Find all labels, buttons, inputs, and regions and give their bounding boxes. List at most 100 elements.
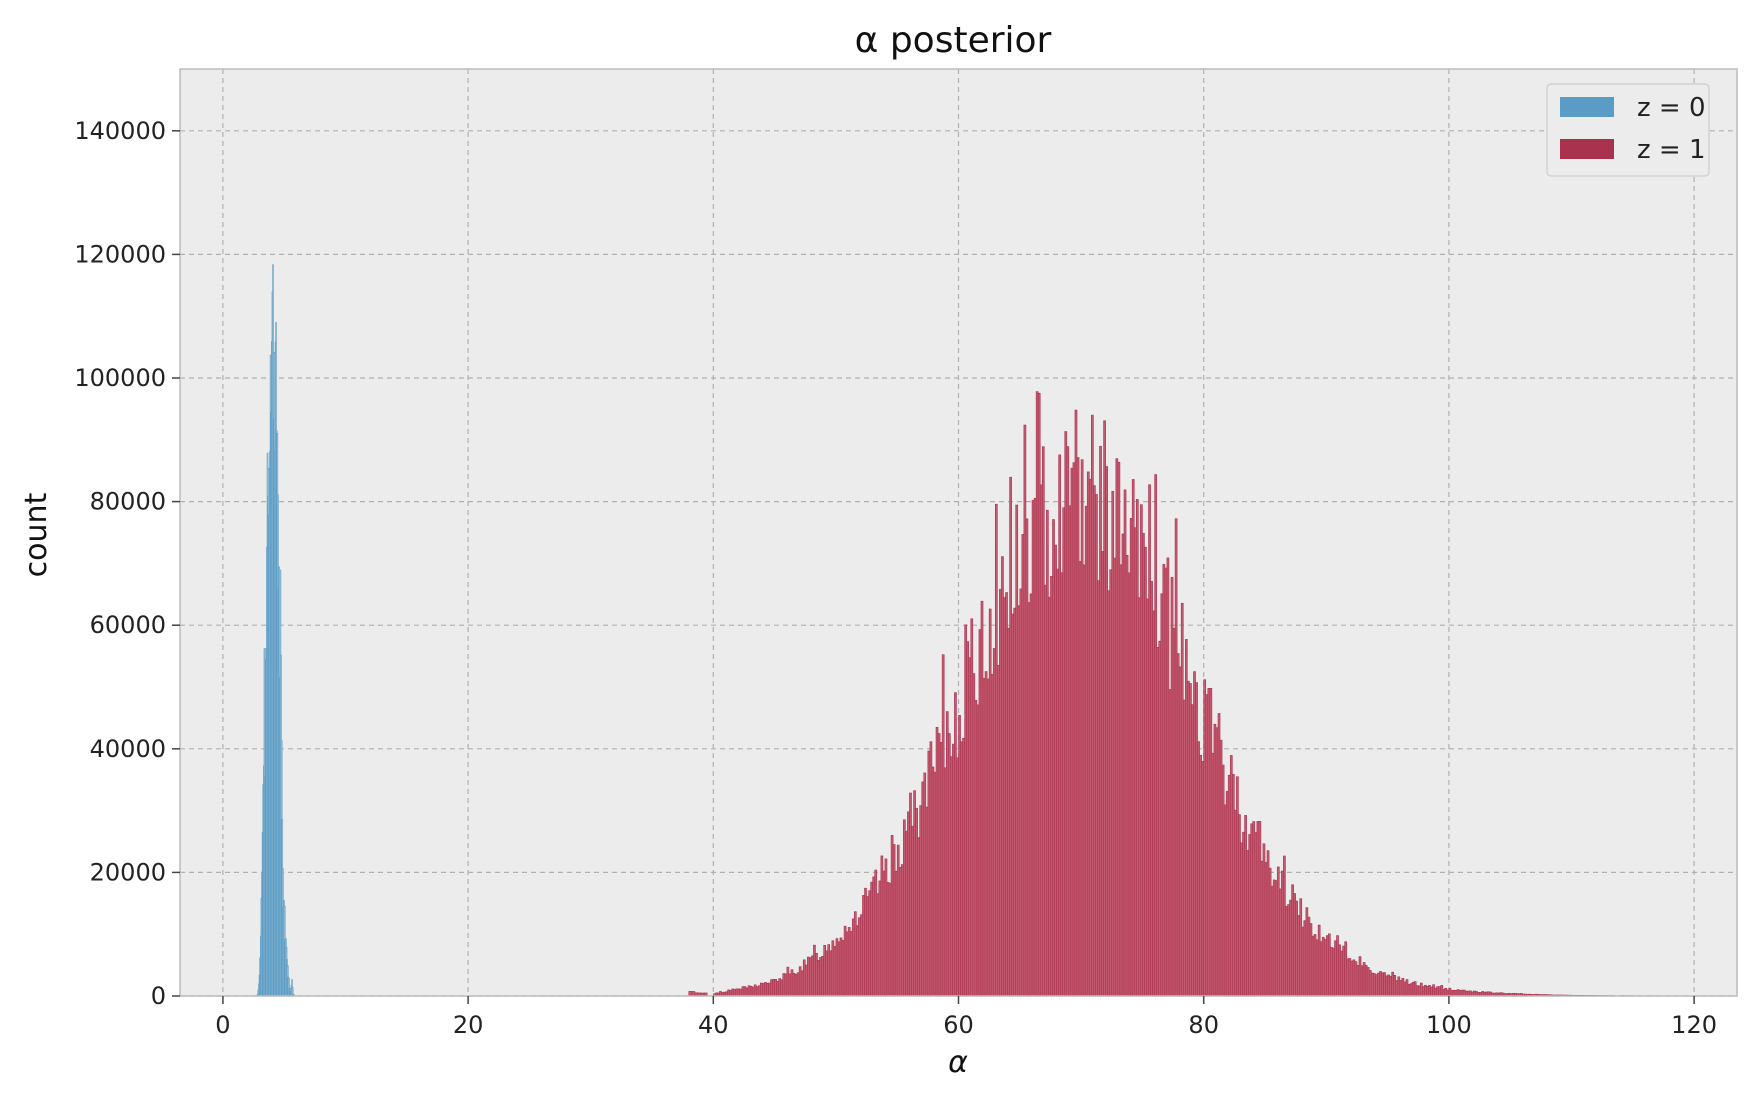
histogram-bar bbox=[845, 931, 849, 997]
histogram-bar bbox=[939, 742, 943, 997]
histogram-bar bbox=[1295, 900, 1298, 997]
histogram-bar bbox=[1236, 776, 1239, 997]
histogram-bar bbox=[986, 678, 990, 997]
histogram-bar bbox=[941, 654, 945, 997]
y-tick-label: 140000 bbox=[74, 117, 166, 145]
histogram-bar bbox=[813, 944, 816, 997]
histogram-bar bbox=[1287, 904, 1290, 997]
histogram-bar bbox=[860, 914, 863, 997]
histogram-bar bbox=[1340, 950, 1343, 997]
y-tick-label: 100000 bbox=[74, 364, 166, 392]
histogram-bar bbox=[1217, 713, 1221, 997]
histogram-bar bbox=[1113, 557, 1117, 997]
histogram-bar bbox=[1133, 527, 1137, 997]
histogram-bar bbox=[1111, 490, 1115, 997]
histogram-bar bbox=[870, 881, 873, 997]
histogram-bar bbox=[1015, 504, 1019, 997]
histogram-bar bbox=[905, 830, 908, 997]
legend-swatch-z0 bbox=[1560, 97, 1614, 117]
histogram-bar bbox=[1140, 504, 1143, 997]
histogram-bar bbox=[1405, 979, 1409, 997]
histogram-bar bbox=[990, 673, 994, 997]
histogram-bar bbox=[1211, 752, 1215, 997]
histogram-bar bbox=[947, 733, 951, 997]
histogram-bar bbox=[886, 882, 890, 997]
histogram-bar bbox=[972, 673, 976, 997]
histogram-bar bbox=[1454, 989, 1458, 997]
histogram-bar bbox=[1444, 987, 1448, 997]
histogram-bar bbox=[1105, 466, 1108, 997]
histogram-bar bbox=[966, 641, 970, 997]
histogram-bar bbox=[1317, 924, 1321, 997]
histogram-bar bbox=[753, 984, 757, 997]
histogram-bar bbox=[1274, 880, 1278, 997]
y-tick-label: 60000 bbox=[90, 611, 166, 639]
histogram-bar bbox=[1364, 965, 1368, 997]
histogram-bar bbox=[764, 982, 767, 997]
histogram-bar bbox=[1033, 497, 1037, 997]
histogram-bar bbox=[1135, 499, 1139, 997]
histogram-bar bbox=[827, 944, 831, 997]
histogram-bar bbox=[1068, 505, 1072, 997]
histogram-bar bbox=[1121, 533, 1125, 997]
histogram-bar bbox=[729, 990, 732, 997]
histogram-bar bbox=[929, 741, 933, 997]
histogram-bar bbox=[1099, 445, 1102, 997]
histogram-bar bbox=[909, 792, 912, 997]
histogram-bar bbox=[1456, 989, 1460, 997]
histogram-bar bbox=[1019, 588, 1023, 997]
histogram-bar bbox=[1422, 986, 1425, 997]
histogram-bar bbox=[1005, 592, 1008, 997]
histogram-bar bbox=[1328, 933, 1331, 997]
histogram-bar bbox=[1262, 843, 1266, 997]
histogram-bar bbox=[790, 969, 794, 997]
histogram-bar bbox=[847, 927, 851, 997]
histogram-bar bbox=[1334, 940, 1337, 997]
legend-label-z0: z = 0 bbox=[1637, 93, 1706, 123]
histogram-bar bbox=[1101, 551, 1104, 997]
histogram-bar bbox=[1321, 936, 1325, 997]
histogram-bar bbox=[1313, 934, 1317, 997]
histogram-bar bbox=[925, 806, 929, 997]
histogram-bar bbox=[1158, 640, 1162, 997]
histogram-bar bbox=[1342, 945, 1345, 997]
histogram-bar bbox=[1358, 956, 1362, 997]
histogram-bar bbox=[757, 985, 761, 997]
histogram-bar bbox=[1056, 568, 1059, 997]
histogram-bar bbox=[1164, 567, 1168, 997]
histogram-bar bbox=[1385, 975, 1388, 997]
histogram-bar bbox=[1330, 947, 1333, 997]
histogram-bar bbox=[782, 973, 786, 997]
histogram-bar bbox=[1458, 989, 1462, 997]
histogram-bar bbox=[762, 983, 765, 997]
histogram-bar bbox=[759, 982, 763, 997]
histogram-bar bbox=[927, 750, 931, 997]
histogram-bar bbox=[1203, 679, 1207, 997]
histogram-bar bbox=[837, 941, 841, 997]
histogram-bar bbox=[1356, 965, 1360, 997]
histogram-bar bbox=[1117, 461, 1121, 997]
histogram-bar bbox=[1344, 941, 1348, 997]
histogram-bar bbox=[962, 737, 965, 997]
histogram-bar bbox=[1154, 474, 1158, 997]
histogram-bar bbox=[1007, 627, 1010, 997]
histogram-bar bbox=[923, 772, 927, 997]
x-tick-label: 120 bbox=[1671, 1011, 1717, 1039]
histogram-bar bbox=[1469, 990, 1472, 997]
histogram-bar bbox=[809, 957, 812, 997]
histogram-bar bbox=[1448, 987, 1452, 997]
histogram-bar bbox=[1074, 409, 1078, 997]
histogram-bar bbox=[1299, 898, 1303, 997]
histogram-bar bbox=[1156, 647, 1160, 997]
histogram-bar bbox=[911, 825, 914, 997]
x-tick-label: 100 bbox=[1426, 1011, 1472, 1039]
histogram-bar bbox=[915, 807, 918, 997]
histogram-bar bbox=[1281, 870, 1284, 997]
histogram-bar bbox=[1209, 688, 1213, 997]
histogram-bar bbox=[1178, 666, 1182, 997]
histogram-bar bbox=[851, 918, 855, 997]
histogram-bar bbox=[1283, 855, 1286, 997]
histogram-bar bbox=[770, 979, 773, 997]
histogram-bar bbox=[1307, 916, 1311, 997]
histogram-bar bbox=[1115, 458, 1119, 997]
